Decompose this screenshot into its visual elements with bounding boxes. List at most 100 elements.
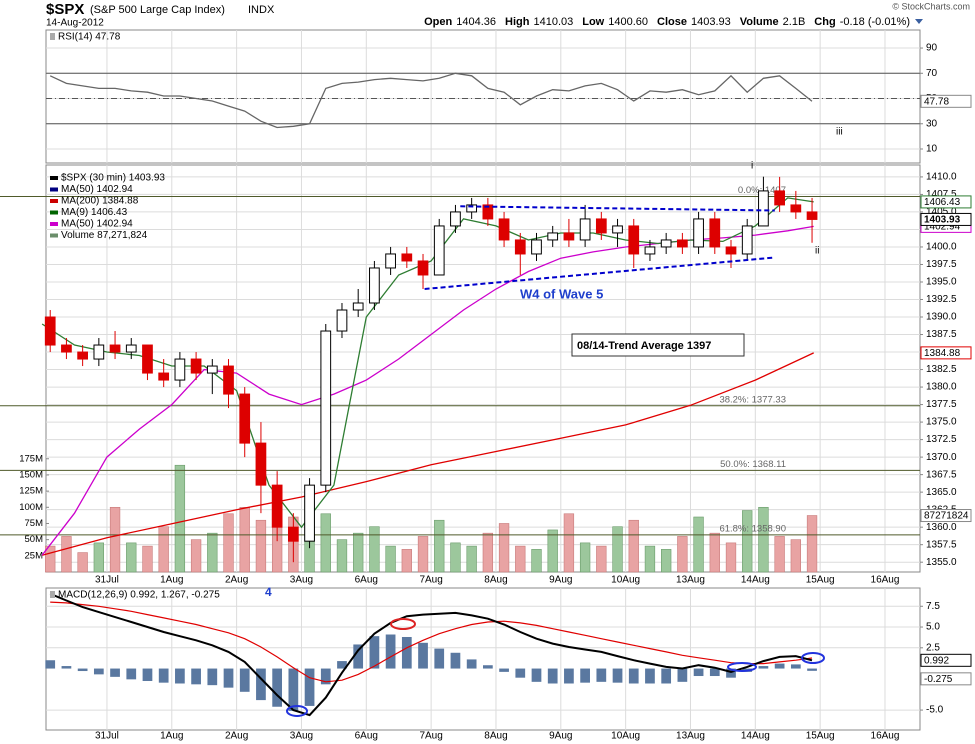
candle-body [498, 218, 510, 241]
y-tick-label: 1377.5 [926, 399, 957, 410]
candle-body [287, 526, 299, 542]
histogram-bar [256, 668, 266, 701]
legend-swatch [50, 199, 58, 203]
value-box-label: 1402.94 [924, 222, 961, 233]
candle-body [239, 393, 251, 444]
volume-bar [45, 545, 56, 573]
value-box-label: -0.275 [924, 674, 953, 685]
volume-bar [142, 545, 153, 573]
quote-value: 1404.36 [456, 16, 496, 28]
volume-bar [709, 532, 720, 573]
candle-body [109, 344, 121, 353]
x-tick-label: 1Aug [160, 575, 183, 586]
x-tick-label: 7Aug [419, 731, 442, 742]
y-tick-label: 1397.5 [926, 259, 957, 270]
candle-body [709, 218, 721, 248]
volume-tick-label: 175M [19, 453, 43, 464]
histogram-bar [709, 668, 720, 677]
signal-line [50, 601, 813, 683]
credit: © StockCharts.com [892, 1, 970, 11]
date: 14-Aug-2012 [46, 18, 104, 29]
y-tick-label: 1410.0 [926, 172, 957, 183]
candle-body [433, 225, 445, 276]
histogram-bar [191, 668, 201, 685]
legend-swatch [50, 176, 58, 180]
candle-body [44, 316, 56, 346]
histogram-bar [726, 668, 736, 678]
volume-bar [126, 542, 137, 573]
candle-body [255, 442, 267, 486]
x-tick-label: 1Aug [160, 731, 183, 742]
histogram-bar [434, 648, 445, 669]
x-tick-label: 8Aug [484, 575, 507, 586]
volume-bar [628, 519, 639, 573]
histogram-bar [645, 668, 655, 684]
volume-bar [693, 516, 704, 573]
histogram-bar [515, 668, 526, 678]
quote-label: High [505, 16, 530, 28]
trendline [424, 256, 775, 290]
quote-value: 1410.03 [533, 16, 573, 28]
volume-bar [320, 513, 331, 573]
x-tick-label: 6Aug [355, 731, 378, 742]
y-tick-label: 1360.0 [926, 522, 957, 533]
trendline [460, 205, 775, 212]
annotation: 4 [265, 585, 272, 599]
candle-body [758, 190, 769, 227]
candle-body [725, 246, 737, 255]
y-tick-label: 1400.0 [926, 242, 957, 253]
highlight [801, 652, 825, 664]
y-tick-label: 1407.5 [926, 189, 957, 200]
volume-bar [466, 545, 477, 573]
candle-body [790, 204, 802, 213]
y-tick-label: 1370.0 [926, 452, 957, 463]
x-tick-label: 8Aug [484, 731, 507, 742]
volume-tick-label: 75M [25, 518, 44, 529]
quote: Open 1404.36 High 1410.03 Low 1400.60 Close 140… [424, 16, 910, 28]
volume-bar [612, 526, 623, 573]
value-box [920, 94, 972, 108]
histogram-bar [288, 668, 299, 711]
x-tick-label: 3Aug [290, 575, 313, 586]
candle-body [190, 358, 202, 374]
candle-body [320, 330, 332, 486]
histogram-bar [126, 668, 137, 680]
legend-swatch [50, 222, 58, 226]
legend-label: MA(9) 1406.43 [61, 207, 128, 218]
y-tick-label: 1367.5 [926, 469, 957, 480]
histogram-bar [661, 668, 672, 684]
y-tick-label: 1395.0 [926, 277, 957, 288]
candle-body [579, 218, 591, 241]
volume-bar [774, 536, 785, 573]
volume-bar [336, 539, 348, 573]
volume-bar [158, 526, 169, 573]
legend-label: Volume 87,271,824 [61, 230, 148, 241]
candle-body [401, 253, 413, 262]
x-tick-label: 3Aug [290, 731, 313, 742]
histogram-bar [758, 666, 769, 669]
candle-body [612, 225, 623, 234]
histogram-bar [628, 668, 639, 684]
moving-average [41, 352, 814, 556]
y-tick-label: 5.0 [926, 622, 940, 633]
candle-body [223, 365, 234, 395]
annotation: iii [836, 127, 843, 138]
value-box [920, 509, 972, 523]
y-tick-label: 1380.0 [926, 382, 957, 393]
quote-value: 1403.93 [691, 16, 731, 28]
volume-bar [547, 529, 558, 573]
legend-swatch [50, 210, 58, 215]
y-tick-label: 1392.5 [926, 294, 957, 305]
candle-body [93, 344, 105, 360]
histogram-bar [612, 668, 623, 683]
fib-label: 50.0%: 1368.11 [720, 459, 786, 470]
volume-bar [725, 542, 737, 573]
candle-body [61, 344, 72, 353]
volume-bar [531, 549, 542, 573]
histogram-bar [239, 668, 250, 692]
histogram-bar [385, 634, 396, 669]
histogram-bar [110, 668, 120, 677]
histogram-bar [61, 666, 72, 669]
menu-arrow[interactable] [915, 19, 923, 24]
y-tick-label: 1382.5 [926, 364, 957, 375]
